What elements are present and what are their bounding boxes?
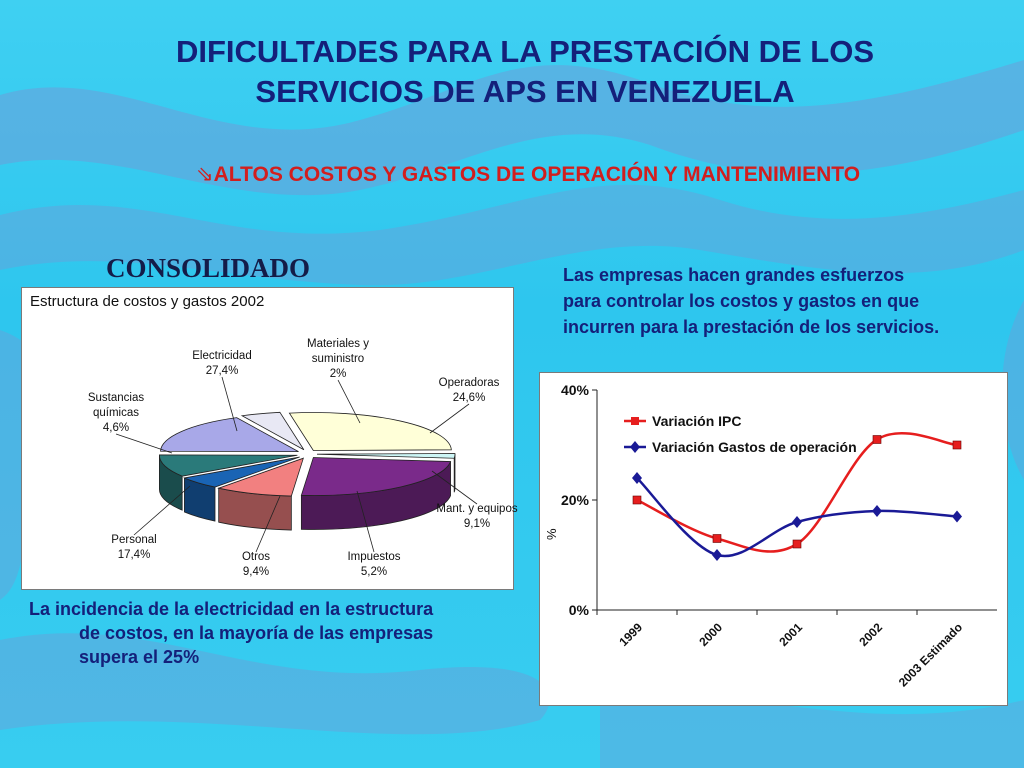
right-note: Las empresas hacen grandes esfuerzos par… [563,265,940,337]
legend-label: Variación IPC [652,413,741,429]
pie-chart-panel: Estructura de costos y gastos 2002 Elect… [21,287,518,590]
pie-sides [159,454,456,531]
pie-tops [159,411,456,497]
y-tick-label: 20% [561,492,590,508]
data-point-variacion-ipc [632,495,642,505]
line-chart-panel: 0% 20% 40%% 1999 2000 2001 2002 2003 Estimado Va… [539,372,1008,706]
pie-label-materiales-y-suministro-value-label: 2% [329,368,347,380]
pie-label-mant-y-equipos-label-line1: Mant. y equipos [436,503,518,515]
data-point-variacion-ipc [872,435,882,444]
pie-chart-title: Estructura de costos y gastos 2002 [30,293,265,310]
pie-slice-personal [160,417,299,453]
data-point-variacion-gastos-de-operacion [952,510,962,523]
x-tick-label: 2000 [696,620,725,649]
y-tick-label: 40% [561,382,590,398]
pie-label-electricidad-label-line1: Electricidad [192,350,252,362]
pie-slice-impuestos [183,456,300,488]
pie-leader-sustancias-quimicas [115,433,173,454]
y-tick-label: 0% [569,602,590,618]
pie-label-electricidad: Electricidad 27,4% [167,349,277,379]
slide-title: DIFICULTADES PARA LA PRESTACIÓN DE LOS S… [100,32,950,112]
consolidado-heading: CONSOLIDADO [106,253,311,283]
data-point-variacion-gastos-de-operacion [632,472,642,484]
pie-slice-operadoras [300,457,452,496]
data-point-variacion-gastos-de-operacion [872,505,882,517]
data-point-variacion-ipc [792,539,802,549]
pie-chart [115,376,478,553]
pie-label-otros-label-line1: Otros [241,551,271,563]
pie-leader-personal [133,485,191,536]
pie-slice-electricidad [288,412,452,451]
pie-label-impuestos-value-label: 5,2% [360,566,388,578]
pie-label-otros-value-label: 9,4% [242,566,270,578]
pie-label-mant-y-equipos: Mant. y equipos 9,1% [422,502,532,532]
legend-label: Variación Gastos de operación [652,439,857,455]
pie-leader-materiales-y-suministro [337,379,361,424]
pie-side-materiales-y-suministro [453,454,456,493]
title-line-2: SERVICIOS DE APS EN VENEZUELA [255,74,795,109]
left-note: La incidencia de la electricidad en la e… [29,597,519,669]
pie-label-materiales-y-suministro-label-line2: suministro [311,353,365,365]
pie-leader-mant-y-equipos [431,470,478,505]
pie-slice-mant-y-equipos [217,457,304,497]
pie-slice-sustancias-quimicas [240,411,305,451]
pie-label-personal-label-line1: Personal [111,534,157,546]
pie-label-otros: Otros 9,4% [201,550,311,580]
pie-label-mant-y-equipos-value-label: 9,1% [463,518,491,530]
pie-label-personal-value-label: 17,4% [117,549,151,561]
legend-entry-variacion-gastos-de-operacion: Variación Gastos de operación [624,439,857,455]
pie-label-operadoras-value-label: 24,6% [452,392,486,404]
x-tick-label: 2001 [776,620,805,649]
subtitle-text: ALTOS COSTOS Y GASTOS DE OPERACIÓN Y MAN… [213,163,861,186]
legend-marker [630,441,640,453]
y-axis-label: % [544,528,559,540]
pie-label-sustancias-quimicas-label-line2: químicas [92,407,140,419]
data-point-variacion-gastos-de-operacion [712,549,722,561]
pie-label-sustancias-quimicas: Sustancias químicas 4,6% [61,391,171,436]
data-point-variacion-ipc [712,534,722,543]
pie-label-sustancias-quimicas-value-label: 4,6% [102,422,130,434]
pie-label-impuestos: Impuestos 5,2% [319,550,429,580]
pie-leader-lines [115,376,478,553]
pie-leader-electricidad [221,376,238,432]
pie-leader-impuestos [356,490,375,553]
pie-slice-otros [159,454,298,477]
title-line-1: DIFICULTADES PARA LA PRESTACIÓN DE LOS [175,34,875,69]
x-tick-label: 2002 [856,620,885,649]
x-tick-label: 2003 Estimado [896,620,965,689]
legend-entry-variacion-ipc: Variación IPC [624,413,741,429]
pie-label-materiales-y-suministro-label-line1: Materiales y [307,338,369,350]
arrow-bullet-icon: ⇘ [196,162,214,186]
left-note-line-1: La incidencia de la electricidad en la e… [29,599,434,619]
legend-marker [631,417,639,425]
pie-label-operadoras-label-line1: Operadoras [438,377,500,389]
series-variacion-gastos-de-operacion [632,472,962,561]
slide-subtitle: ⇘ALTOS COSTOS Y GASTOS DE OPERACIÓN Y MA… [196,162,1016,187]
pie-label-personal: Personal 17,4% [79,533,189,563]
left-note-line-3: supera el 25% [79,647,200,667]
pie-leader-otros [255,495,281,553]
pie-label-operadoras: Operadoras 24,6% [414,376,524,406]
pie-slice-materiales-y-suministro [316,453,456,459]
pie-label-sustancias-quimicas-label-line1: Sustancias [87,392,145,404]
data-point-variacion-gastos-de-operacion [792,516,802,528]
pie-label-electricidad-value-label: 27,4% [205,365,239,377]
series-variacion-ipc [632,431,962,553]
pie-leader-operadoras [429,403,470,434]
x-tick-label: 1999 [616,620,645,649]
data-point-variacion-ipc [952,440,962,450]
left-note-line-2: de costos, en la mayoría de las empresas [79,623,434,643]
line-chart: 0% 20% 40%% 1999 2000 2001 2002 2003 Estimado Va… [544,382,997,690]
pie-label-materiales-y-suministro: Materiales y suministro 2% [283,337,393,382]
pie-label-impuestos-label-line1: Impuestos [347,551,401,563]
